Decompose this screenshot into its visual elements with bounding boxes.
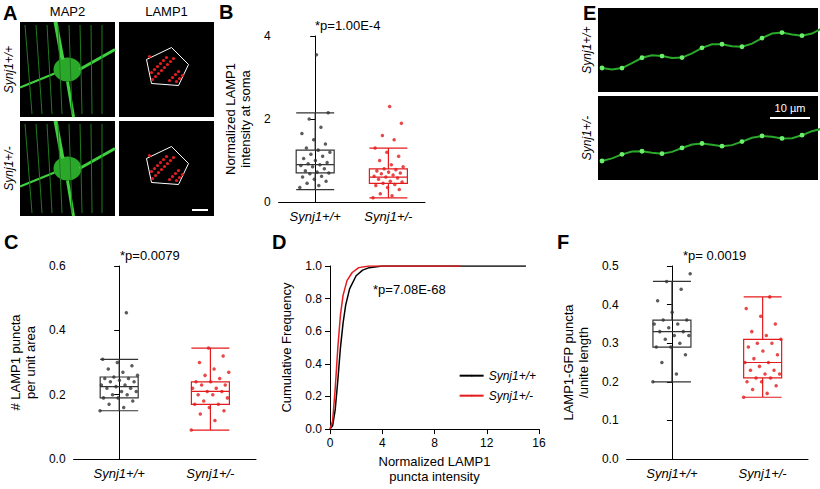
svg-text:Cumulative Frequency: Cumulative Frequency [279, 282, 294, 413]
svg-text:Synj1+/+: Synj1+/+ [580, 26, 594, 73]
svg-text:2: 2 [264, 112, 271, 126]
svg-text:*p=0.0079: *p=0.0079 [120, 248, 180, 263]
svg-text:4: 4 [264, 29, 271, 43]
svg-text:puncta intensity: puncta intensity [389, 469, 480, 484]
svg-text:Synj1+/+: Synj1+/+ [489, 369, 536, 383]
svg-text:12: 12 [480, 436, 494, 450]
svg-text:0.4: 0.4 [305, 357, 322, 371]
svg-text:A: A [3, 2, 17, 24]
svg-text:16: 16 [532, 436, 546, 450]
svg-text:Synj1+/-: Synj1+/- [580, 116, 594, 160]
svg-text:0: 0 [264, 195, 271, 209]
svg-text:10 µm: 10 µm [775, 102, 806, 114]
svg-text:0.0: 0.0 [602, 452, 619, 466]
svg-text:LAMP1: LAMP1 [145, 4, 188, 19]
svg-text:0.6: 0.6 [49, 259, 66, 273]
svg-text:0.6: 0.6 [305, 324, 322, 338]
svg-text:0.5: 0.5 [602, 259, 619, 273]
svg-text:intensity at soma: intensity at soma [238, 69, 253, 167]
svg-text:Synj1+/-: Synj1+/- [2, 146, 16, 190]
svg-text:0.0: 0.0 [305, 422, 322, 436]
svg-text:Synj1+/+: Synj1+/+ [290, 209, 342, 224]
svg-text:Synj1+/-: Synj1+/- [186, 466, 235, 481]
svg-text:0.0: 0.0 [49, 452, 66, 466]
svg-text:C: C [4, 231, 18, 253]
svg-text:0: 0 [327, 436, 334, 450]
svg-text:0.8: 0.8 [305, 292, 322, 306]
svg-text:0.4: 0.4 [49, 323, 66, 337]
svg-text:8: 8 [431, 436, 438, 450]
svg-text:0.2: 0.2 [49, 388, 66, 402]
svg-text:*p= 0.0019: *p= 0.0019 [683, 248, 746, 263]
svg-text:F: F [557, 231, 569, 253]
svg-text:Normalized LAMP1: Normalized LAMP1 [379, 454, 491, 469]
svg-text:LAMP1-GFP puncta: LAMP1-GFP puncta [561, 304, 576, 421]
svg-text:Synj1+/-: Synj1+/- [489, 389, 533, 403]
svg-text:*p=7.08E-68: *p=7.08E-68 [373, 282, 446, 297]
svg-text:Synj1+/+: Synj1+/+ [2, 46, 16, 93]
svg-text:Synj1+/-: Synj1+/- [739, 466, 788, 481]
svg-text:# LAMP1 puncta: # LAMP1 puncta [8, 314, 23, 411]
svg-text:E: E [583, 2, 596, 24]
svg-text:per unit area: per unit area [23, 325, 38, 399]
svg-text:0.1: 0.1 [602, 413, 619, 427]
svg-text:Synj1+/+: Synj1+/+ [646, 466, 698, 481]
svg-text:B: B [219, 1, 233, 23]
svg-text:MAP2: MAP2 [50, 4, 85, 19]
svg-text:0.2: 0.2 [602, 375, 619, 389]
svg-text:4: 4 [379, 436, 386, 450]
svg-text:0.2: 0.2 [305, 389, 322, 403]
svg-text:0.3: 0.3 [602, 336, 619, 350]
svg-text:1.0: 1.0 [305, 259, 322, 273]
svg-text:Synj1+/-: Synj1+/- [364, 209, 413, 224]
svg-text:Synj1+/+: Synj1+/+ [94, 466, 146, 481]
svg-text:D: D [272, 231, 286, 253]
svg-text:/unite length: /unite length [576, 327, 591, 398]
svg-text:0.4: 0.4 [602, 298, 619, 312]
svg-text:Normalized LAMP1: Normalized LAMP1 [223, 63, 238, 175]
svg-text:*p=1.00E-4: *p=1.00E-4 [315, 18, 380, 33]
